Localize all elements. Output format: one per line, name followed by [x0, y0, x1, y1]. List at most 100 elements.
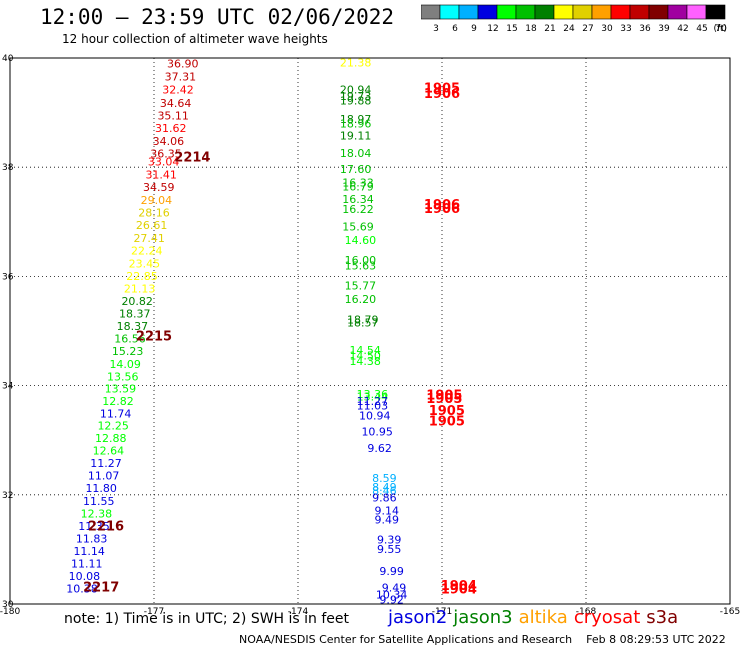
- wave-height-point: 20.94: [340, 84, 372, 97]
- wave-height-point: 18.37: [119, 308, 151, 321]
- time-label: 1906: [424, 87, 460, 102]
- wave-height-point: 12.25: [97, 419, 129, 432]
- wave-height-point: 22.85: [126, 270, 158, 283]
- wave-height-point: 12.38: [81, 507, 113, 520]
- wave-height-point: 16.79: [342, 180, 374, 193]
- time-label: 1906: [424, 202, 460, 217]
- y-tick-label: 34: [2, 382, 14, 392]
- wave-height-point: 15.69: [342, 221, 374, 234]
- satellite-legend: jason2 jason3 altika cryosat s3a: [388, 607, 684, 628]
- time-label: 1906: [424, 198, 460, 213]
- wave-height-point: 29.04: [141, 194, 173, 207]
- x-tick-label: -177: [144, 607, 164, 617]
- wave-height-point: 34.59: [143, 181, 175, 194]
- satellite-cryosat: cryosat: [573, 607, 641, 628]
- wave-height-point: 16.33: [342, 176, 374, 189]
- footnote: note: 1) Time is in UTC; 2) SWH is in fe…: [64, 611, 350, 627]
- time-label: 1905: [429, 415, 465, 430]
- y-tick-label: 40: [2, 54, 14, 64]
- wave-height-point: 11.11: [71, 558, 103, 571]
- wave-height-point: 22.24: [131, 245, 163, 258]
- x-tick-label: -174: [288, 607, 309, 617]
- wave-height-point: 17.60: [340, 163, 372, 176]
- wave-height-point: 14.54: [349, 344, 381, 357]
- wave-height-point: 8.46: [372, 484, 397, 497]
- scale-label: 27: [582, 24, 593, 34]
- wave-height-point: 13.44: [357, 391, 389, 404]
- scale-label: 12: [487, 24, 498, 34]
- wave-height-point: 33.04: [148, 156, 180, 169]
- wave-height-point: 15.63: [345, 259, 377, 272]
- credit-timestamp: Feb 8 08:29:53 UTC 2022: [586, 633, 726, 646]
- scale-unit: (ft): [713, 24, 727, 34]
- page-title: 12:00 — 23:59 UTC 02/06/2022: [40, 5, 395, 29]
- wave-height-point: 9.99: [379, 565, 404, 578]
- scale-label: 42: [677, 24, 688, 34]
- wave-height-point: 14.60: [345, 234, 377, 247]
- wave-height-point: 18.79: [347, 314, 379, 327]
- wave-height-point: 11.55: [83, 495, 115, 508]
- satellite-altika: altika: [518, 607, 568, 628]
- wave-height-point: 10.95: [361, 425, 393, 438]
- wave-height-point: 8.49: [372, 481, 397, 494]
- time-label: 1904: [441, 579, 477, 594]
- scale-label: 9: [471, 24, 477, 34]
- wave-height-point: 11.80: [85, 482, 117, 495]
- wave-height-point: 11.07: [88, 470, 120, 483]
- wave-height-point: 16.00: [345, 254, 377, 267]
- y-tick-label: 38: [2, 163, 14, 173]
- wave-height-point: 9.39: [377, 534, 402, 547]
- time-label: 1905: [426, 392, 462, 407]
- wave-height-point: 35.11: [157, 109, 189, 122]
- scale-label: 6: [452, 24, 458, 34]
- wave-height-point: 13.59: [105, 382, 137, 395]
- wave-height-point: 10.34: [376, 589, 408, 602]
- wave-height-point: 15.77: [345, 280, 377, 293]
- page-subtitle: 12 hour collection of altimeter wave hei…: [62, 32, 328, 46]
- wave-height-point: 13.56: [107, 370, 139, 383]
- x-tick-label: -165: [720, 607, 740, 617]
- wave-height-point: 12.88: [95, 432, 127, 445]
- wave-height-point: 21.38: [340, 56, 372, 69]
- wave-height-point: 9.92: [379, 594, 404, 607]
- scale-label: 15: [506, 24, 517, 34]
- wave-height-point: 10.08: [69, 570, 101, 583]
- satellite-jason2: jason2: [388, 607, 448, 628]
- wave-height-point: 18.04: [340, 147, 372, 160]
- wave-height-point: 34.64: [160, 97, 192, 110]
- wave-height-point: 16.56: [114, 333, 146, 346]
- wave-height-point: 9.62: [367, 442, 392, 455]
- scale-label: 3: [433, 24, 439, 34]
- scale-label: 45: [696, 24, 707, 34]
- wave-height-point: 27.41: [133, 232, 165, 245]
- scale-label: 24: [563, 24, 575, 34]
- wave-height-point: 34.06: [153, 135, 185, 148]
- wave-height-point: 32.42: [162, 84, 194, 97]
- wave-height-point: 16.34: [342, 193, 374, 206]
- wave-height-point: 18.57: [347, 316, 379, 329]
- satellite-jason3: jason3: [453, 607, 513, 628]
- wave-height-point: 31.62: [155, 122, 187, 135]
- time-label: 1905: [426, 388, 462, 403]
- wave-height-point: 12.82: [102, 395, 134, 408]
- scale-label: 70: [715, 24, 727, 34]
- wave-height-point: 12.64: [93, 445, 125, 458]
- time-label: 2217: [83, 581, 119, 596]
- scale-label: 33: [620, 24, 631, 34]
- wave-height-point: 26.61: [136, 219, 168, 232]
- credit-line: NOAA/NESDIS Center for Satellite Applica…: [239, 633, 726, 646]
- plot-frame: [9, 57, 731, 605]
- wave-height-point: 36.35: [150, 148, 182, 161]
- wave-height-point: 10.38: [66, 583, 98, 596]
- wave-height-point: 28.16: [138, 207, 170, 220]
- wave-height-point: 31.41: [145, 168, 177, 181]
- wave-height-point: 11.27: [357, 395, 389, 408]
- time-label: 2215: [136, 329, 172, 344]
- y-tick-label: 30: [2, 600, 14, 610]
- time-label: 1905: [424, 81, 460, 96]
- wave-height-point: 10.94: [359, 410, 391, 423]
- wave-height-point: 21.13: [124, 282, 156, 295]
- wave-height-point: 16.22: [342, 203, 374, 216]
- wave-height-point: 19.11: [340, 130, 372, 143]
- scale-label: 18: [525, 24, 537, 34]
